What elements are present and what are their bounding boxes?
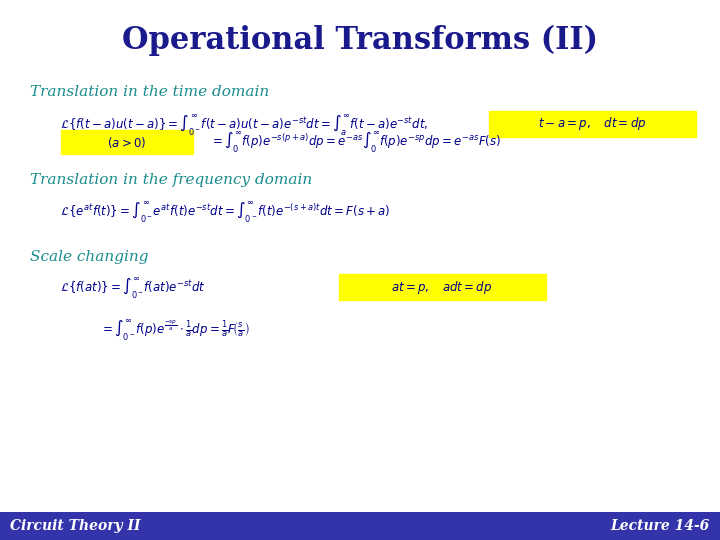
Text: $\mathcal{L}\left\{e^{at}f(t)\right\}=\int_{0^-}^{\infty}e^{at}f(t)e^{-st}dt=\in: $\mathcal{L}\left\{e^{at}f(t)\right\}=\i… xyxy=(60,199,390,225)
Text: $t-a=p,\quad dt=dp$: $t-a=p,\quad dt=dp$ xyxy=(538,116,647,132)
Text: Operational Transforms (II): Operational Transforms (II) xyxy=(122,24,598,56)
Text: Translation in the time domain: Translation in the time domain xyxy=(30,85,269,99)
Text: Circuit Theory II: Circuit Theory II xyxy=(10,519,140,533)
Text: $(a>0)$: $(a>0)$ xyxy=(107,134,147,150)
Text: $at=p,\quad adt=dp$: $at=p,\quad adt=dp$ xyxy=(392,279,492,295)
Text: Translation in the frequency domain: Translation in the frequency domain xyxy=(30,173,312,187)
FancyBboxPatch shape xyxy=(339,274,546,300)
Text: $=\int_{0}^{\infty}f(p)e^{-s(p+a)}dp=e^{-as}\int_{0}^{\infty}f(p)e^{-sp}dp=e^{-a: $=\int_{0}^{\infty}f(p)e^{-s(p+a)}dp=e^{… xyxy=(210,130,501,154)
FancyBboxPatch shape xyxy=(489,111,696,137)
Text: $\mathcal{L}\left\{f(at)\right\}=\int_{0^-}^{\infty}f(at)e^{-st}dt$: $\mathcal{L}\left\{f(at)\right\}=\int_{0… xyxy=(60,275,206,301)
Text: Lecture 14-6: Lecture 14-6 xyxy=(611,519,710,533)
Text: $=\int_{0^-}^{\infty}f(p)e^{\frac{-sp}{a}}\cdot\frac{1}{a}dp=\frac{1}{a}F\!\left: $=\int_{0^-}^{\infty}f(p)e^{\frac{-sp}{a… xyxy=(100,318,250,342)
FancyBboxPatch shape xyxy=(61,130,193,154)
Text: $\mathcal{L}\left\{f(t-a)u(t-a)\right\}=\int_{0^-}^{\infty}f(t-a)u(t-a)e^{-st}dt: $\mathcal{L}\left\{f(t-a)u(t-a)\right\}=… xyxy=(60,112,428,138)
Bar xyxy=(0,512,720,540)
Text: Scale changing: Scale changing xyxy=(30,250,148,264)
